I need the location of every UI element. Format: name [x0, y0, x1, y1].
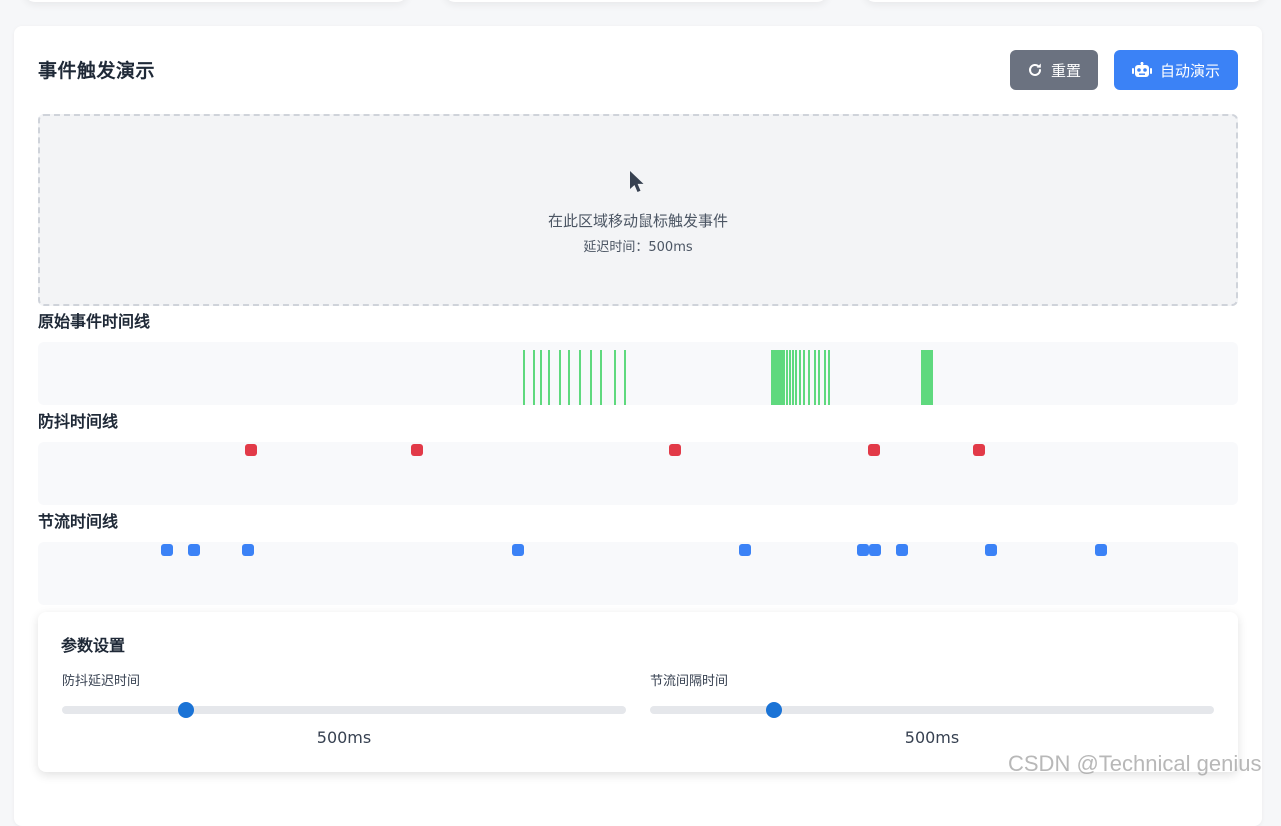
raw-timeline-svg: [523, 350, 933, 405]
top-card-ghost-3: [864, 0, 1264, 2]
auto-demo-button-label: 自动演示: [1159, 61, 1220, 80]
throttle-slider-thumb[interactable]: [766, 702, 783, 718]
debounce-timeline-label: 防抖时间线: [38, 412, 119, 431]
zone-delay-text: 延迟时间：500ms: [40, 236, 1236, 255]
debounce-delay-label: 防抖延迟时间: [62, 674, 141, 689]
zone-delay-value: 延迟时间：500ms: [583, 240, 693, 255]
debounce-delay-value: 500ms: [316, 728, 372, 747]
throttle-interval-value: 500ms: [904, 728, 960, 747]
raw-event-burst: [921, 350, 933, 405]
throttle-event-mark: [242, 544, 254, 556]
mouse-trigger-zone[interactable]: 在此区域移动鼠标触发事件 延迟时间：500ms: [38, 114, 1238, 306]
raw-event-mark: [533, 350, 535, 405]
raw-event-mark: [773, 350, 775, 405]
reset-button-label: 重置: [1050, 61, 1081, 80]
debounce-event-mark: [411, 444, 423, 456]
throttle-interval-label: 节流间隔时间: [650, 674, 729, 689]
raw-timeline-track: [38, 342, 1238, 405]
auto-demo-button[interactable]: 自动演示: [1114, 50, 1238, 90]
raw-event-mark: [540, 350, 542, 405]
debounce-event-mark: [868, 444, 880, 456]
redo-icon: [1027, 62, 1043, 78]
debounce-event-mark: [245, 444, 257, 456]
throttle-timeline-track: [38, 542, 1238, 605]
raw-event-mark: [795, 350, 797, 405]
watermark: CSDN @Technical genius: [1008, 751, 1262, 776]
raw-event-mark: [775, 350, 777, 405]
throttle-timeline-label: 节流时间线: [38, 512, 119, 531]
robot-icon: [1131, 62, 1152, 78]
raw-event-mark: [824, 350, 826, 405]
card-title: 事件触发演示: [38, 60, 156, 82]
throttle-event-mark: [857, 544, 869, 556]
raw-event-mark: [771, 350, 773, 405]
raw-event-mark: [789, 350, 791, 405]
raw-event-mark: [808, 350, 810, 405]
raw-timeline-label: 原始事件时间线: [38, 312, 151, 331]
throttle-event-mark: [512, 544, 524, 556]
raw-event-mark: [614, 350, 616, 405]
debounce-timeline-svg: [245, 444, 985, 456]
raw-event-mark: [568, 350, 570, 405]
raw-event-mark: [777, 350, 779, 405]
event-demo-card: 事件触发演示 重置 自动演示: [14, 26, 1262, 826]
debounce-slider-rail[interactable]: [62, 706, 626, 714]
raw-event-mark: [781, 350, 783, 405]
params-panel: 参数设置 防抖延迟时间 500ms 节流间隔时间 500ms: [38, 612, 1238, 772]
throttle-event-mark: [161, 544, 173, 556]
raw-event-mark: [828, 350, 830, 405]
raw-event-mark: [783, 350, 785, 405]
raw-event-mark: [624, 350, 626, 405]
throttle-timeline-svg: [161, 544, 1107, 556]
throttle-param: 节流间隔时间 500ms: [650, 670, 1214, 760]
top-card-ghost-2: [444, 0, 828, 2]
raw-event-mark: [579, 350, 581, 405]
raw-event-mark: [590, 350, 592, 405]
raw-event-mark: [818, 350, 820, 405]
throttle-event-mark: [188, 544, 200, 556]
raw-event-mark: [814, 350, 816, 405]
raw-event-mark: [792, 350, 794, 405]
raw-event-mark: [559, 350, 561, 405]
throttle-event-mark: [985, 544, 997, 556]
top-card-ghost-1: [24, 0, 408, 2]
debounce-event-mark: [669, 444, 681, 456]
raw-event-mark: [786, 350, 788, 405]
zone-hint-text: 在此区域移动鼠标触发事件: [547, 212, 728, 230]
raw-event-mark: [799, 350, 801, 405]
throttle-event-mark: [739, 544, 751, 556]
raw-event-mark: [803, 350, 805, 405]
params-title: 参数设置: [61, 636, 126, 655]
debounce-param: 防抖延迟时间 500ms: [62, 670, 626, 760]
raw-event-mark: [779, 350, 781, 405]
throttle-slider-rail[interactable]: [650, 706, 1214, 714]
debounce-slider-thumb[interactable]: [178, 702, 195, 718]
reset-button[interactable]: 重置: [1010, 50, 1098, 90]
debounce-event-mark: [973, 444, 985, 456]
raw-event-mark: [548, 350, 550, 405]
mouse-pointer-icon: [628, 170, 646, 198]
throttle-event-mark: [1095, 544, 1107, 556]
throttle-event-mark: [896, 544, 908, 556]
throttle-event-mark: [869, 544, 881, 556]
raw-event-mark: [600, 350, 602, 405]
raw-event-mark: [523, 350, 525, 405]
debounce-timeline-track: [38, 442, 1238, 505]
